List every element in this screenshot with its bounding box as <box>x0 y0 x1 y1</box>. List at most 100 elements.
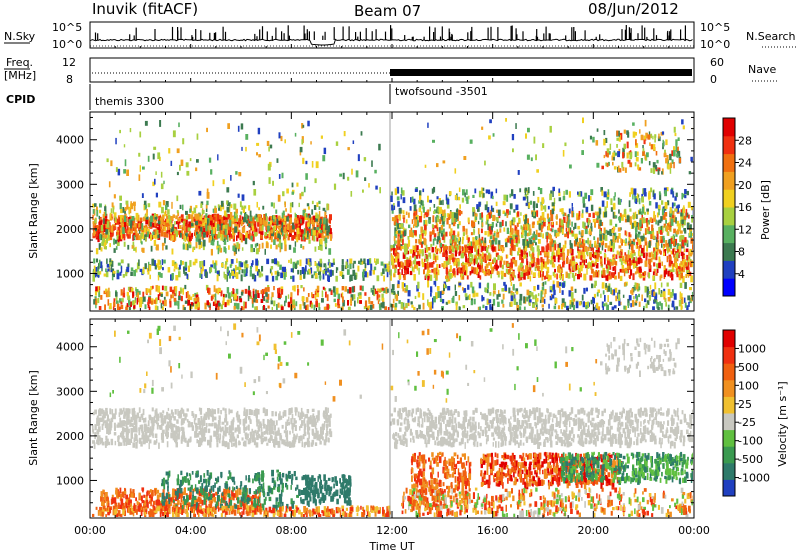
power-cell <box>202 232 206 238</box>
power-cell <box>603 191 607 198</box>
power-cell <box>179 204 182 209</box>
power-cell <box>234 221 236 229</box>
power-cell <box>292 235 296 239</box>
power-cell <box>100 247 103 252</box>
power-cell <box>251 260 254 266</box>
power-cell <box>363 157 367 162</box>
power-cell <box>563 212 567 216</box>
power-cell <box>481 246 484 251</box>
power-cell <box>596 212 599 216</box>
power-cell <box>635 282 639 290</box>
power-cell <box>520 262 523 268</box>
power-cell <box>618 216 621 221</box>
power-cell <box>215 303 218 310</box>
power-cell <box>464 192 466 198</box>
power-cell <box>531 211 535 217</box>
power-cell <box>250 235 253 241</box>
power-cell <box>234 265 237 271</box>
power-cell <box>310 219 314 225</box>
power-cell <box>572 212 575 218</box>
power-cell <box>570 286 574 292</box>
power-cell <box>160 302 163 309</box>
power-cell <box>258 207 260 211</box>
power-cell <box>271 259 274 264</box>
power-cell <box>642 145 644 149</box>
power-cell <box>432 230 435 235</box>
freq-label-line2: [MHz] <box>4 69 36 82</box>
power-cell <box>319 258 323 264</box>
power-cell <box>405 219 408 224</box>
power-cell <box>573 226 575 231</box>
power-cell <box>490 306 494 310</box>
power-cell <box>478 201 481 207</box>
power-cell <box>357 297 359 304</box>
power-cell <box>668 240 671 247</box>
power-cell <box>197 223 200 230</box>
power-cell <box>189 158 192 162</box>
power-cell <box>679 293 683 300</box>
power-cell <box>612 226 616 230</box>
power-cell <box>265 213 267 217</box>
power-cell <box>596 218 599 223</box>
power-cell <box>252 288 255 293</box>
power-cell <box>495 201 498 207</box>
power-cell <box>138 152 141 157</box>
power-cell <box>672 239 676 246</box>
power-cell <box>264 234 267 239</box>
power-cell <box>465 196 469 201</box>
power-cell <box>359 285 362 291</box>
power-cell <box>456 268 459 276</box>
power-cell <box>209 306 211 310</box>
power-cell <box>127 244 130 250</box>
power-cell <box>454 241 457 246</box>
power-cell <box>127 222 130 227</box>
power-cell <box>141 232 145 239</box>
power-cell <box>325 291 327 298</box>
power-cell <box>540 225 543 233</box>
power-cell <box>538 271 541 278</box>
power-cell <box>239 201 242 208</box>
power-cell <box>142 247 145 253</box>
power-cell <box>305 223 308 231</box>
power-cell <box>490 273 492 279</box>
power-cell <box>653 299 657 303</box>
power-cell <box>373 289 376 297</box>
power-cell <box>196 297 200 303</box>
power-cell <box>273 215 276 220</box>
power-cell <box>629 208 632 212</box>
power-cell <box>319 261 323 268</box>
power-cell <box>223 210 227 217</box>
power-cell <box>571 300 574 308</box>
power-cell <box>95 228 97 232</box>
power-cell <box>212 260 214 264</box>
power-cell <box>472 290 476 298</box>
power-cell <box>123 227 127 233</box>
power-cell <box>252 180 255 186</box>
power-cell <box>598 223 601 229</box>
power-cell <box>261 224 264 231</box>
power-cell <box>467 195 470 200</box>
power-cell <box>474 188 477 194</box>
power-cell <box>238 261 242 267</box>
power-cell <box>184 300 188 304</box>
power-cell <box>157 285 161 293</box>
power-cell <box>535 307 538 310</box>
power-cell <box>518 265 520 272</box>
power-cell <box>452 253 455 258</box>
power-cell <box>212 208 216 213</box>
power-cell <box>510 239 514 246</box>
power-cell <box>169 298 172 303</box>
power-cell <box>135 289 139 296</box>
power-cell <box>653 211 655 218</box>
power-cell <box>594 255 597 259</box>
noise-right-tick-top: 10^5 <box>700 21 730 34</box>
power-cell <box>105 229 109 235</box>
power-cell <box>628 232 631 237</box>
power-cell <box>495 217 499 222</box>
power-cell <box>684 189 687 195</box>
power-cell <box>676 146 679 153</box>
power-cell <box>243 301 245 307</box>
power-cell <box>266 293 270 300</box>
power-cell <box>679 263 682 269</box>
power-cell <box>99 217 102 223</box>
